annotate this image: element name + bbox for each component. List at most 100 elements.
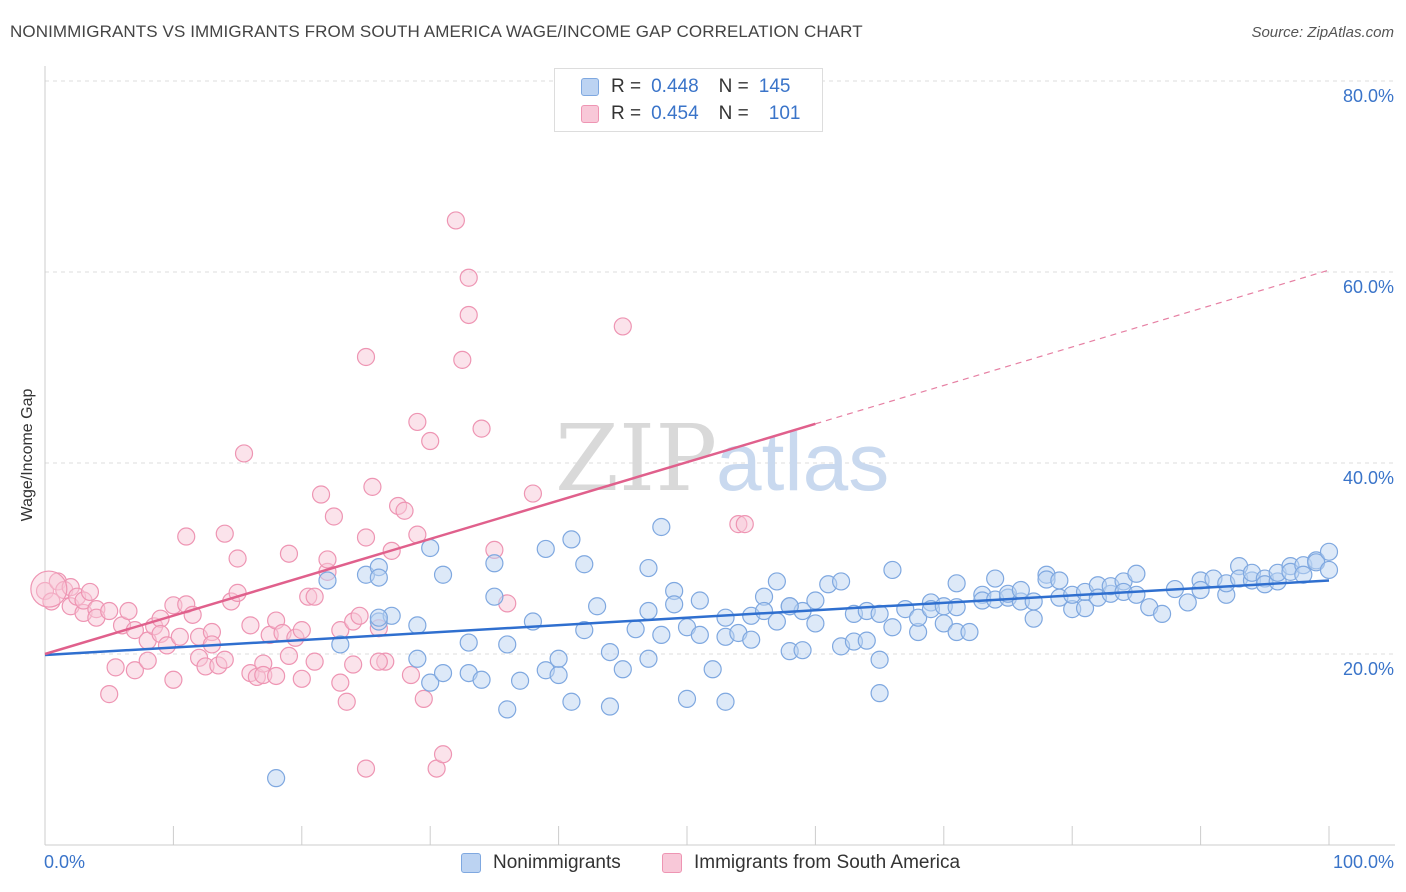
data-point: [523, 484, 543, 503]
data-point: [652, 625, 671, 645]
data-point: [588, 597, 607, 616]
data-point: [1024, 592, 1043, 611]
data-point: [703, 660, 722, 679]
data-point: [106, 658, 125, 677]
trend-line-nonimmigrants: [44, 579, 1330, 657]
data-point: [639, 558, 658, 578]
legend-n-label: N =: [718, 103, 749, 124]
data-point: [414, 689, 433, 708]
data-point: [883, 618, 902, 637]
data-point: [228, 549, 247, 568]
data-point: [279, 544, 299, 563]
data-point: [421, 538, 440, 558]
data-point: [324, 507, 343, 526]
data-point: [170, 627, 189, 646]
data-point: [1127, 585, 1146, 604]
data-point: [395, 501, 414, 520]
data-point: [459, 305, 478, 325]
legend: R = 0.448 N = 145 R = 0.454 N = 101: [554, 68, 823, 132]
data-point: [363, 477, 382, 496]
data-point: [369, 652, 388, 671]
y-tick-label: 20.0%: [1342, 659, 1394, 679]
data-point: [292, 669, 311, 688]
data-point: [562, 692, 581, 711]
bottom-legend-immigrants: Immigrants from South America: [662, 852, 960, 874]
gridlines: [45, 80, 1395, 655]
data-point: [639, 649, 658, 668]
data-point: [767, 612, 786, 631]
data-point: [433, 565, 453, 584]
data-point: [870, 650, 889, 669]
data-point: [1319, 560, 1339, 580]
data-point: [498, 635, 517, 654]
data-point: [125, 661, 144, 680]
data-point: [485, 554, 504, 573]
data-point: [562, 530, 581, 549]
data-point: [947, 574, 966, 593]
data-point: [138, 651, 157, 670]
legend-swatch-pink: [581, 105, 599, 123]
bottom-legend-nonimmigrants: Nonimmigrants: [461, 852, 621, 874]
data-point: [305, 587, 324, 606]
legend-r-label: R =: [611, 103, 642, 124]
data-point: [870, 684, 889, 703]
data-point: [267, 666, 286, 686]
data-point: [510, 671, 530, 690]
data-point: [485, 587, 504, 606]
legend-r-value: 0.454: [651, 103, 699, 124]
data-point: [639, 601, 658, 621]
y-tick-label: 40.0%: [1342, 468, 1394, 488]
data-point: [754, 601, 774, 621]
data-point: [433, 745, 453, 764]
x-tick-label: 0.0%: [44, 852, 86, 872]
data-point: [716, 692, 735, 711]
legend-swatch-blue: [461, 853, 481, 873]
data-point-cluster: [30, 570, 68, 608]
legend-n-label: N =: [718, 76, 749, 97]
y-tick-label: 80.0%: [1342, 86, 1394, 106]
bottom-legend-label: Nonimmigrants: [493, 852, 621, 873]
axes: [44, 66, 1395, 846]
data-point: [234, 444, 254, 463]
data-point: [960, 622, 979, 642]
data-point: [613, 317, 632, 336]
data-point: [1178, 593, 1197, 612]
data-point: [350, 606, 369, 625]
data-point: [408, 412, 427, 432]
data-point: [549, 649, 568, 668]
data-point: [1024, 609, 1043, 628]
watermark-zip: ZIP: [555, 405, 717, 512]
data-point: [613, 660, 632, 679]
data-point: [331, 635, 350, 654]
data-point: [311, 485, 331, 504]
data-point: [421, 431, 440, 451]
y-tick-label: 60.0%: [1342, 277, 1394, 297]
data-point: [652, 517, 671, 537]
data-point: [690, 591, 709, 610]
data-point: [498, 700, 517, 719]
data-point: [459, 268, 478, 287]
legend-row-nonimmigrants: R = 0.448 N = 145: [581, 75, 790, 99]
legend-row-immigrants: R = 0.454 N = 101: [581, 102, 800, 126]
data-point: [549, 665, 568, 685]
data-point: [401, 665, 421, 685]
x-tick-label: 100.0%: [1332, 852, 1394, 872]
data-point: [1294, 565, 1313, 584]
data-point: [665, 595, 684, 614]
data-point: [433, 663, 453, 683]
watermark: ZIP atlas: [555, 405, 889, 512]
data-point: [472, 670, 491, 689]
data-point: [337, 692, 356, 711]
data-point: [716, 608, 735, 627]
chart-title: NONIMMIGRANTS VS IMMIGRANTS FROM SOUTH A…: [10, 22, 863, 41]
data-point: [735, 515, 754, 534]
data-point: [575, 555, 594, 574]
data-point: [119, 601, 138, 621]
data-point: [421, 673, 440, 692]
data-point: [356, 759, 376, 778]
data-point: [1319, 542, 1339, 561]
data-point: [177, 527, 196, 546]
data-point: [344, 655, 363, 674]
data-point: [215, 650, 234, 669]
data-point: [600, 697, 620, 716]
